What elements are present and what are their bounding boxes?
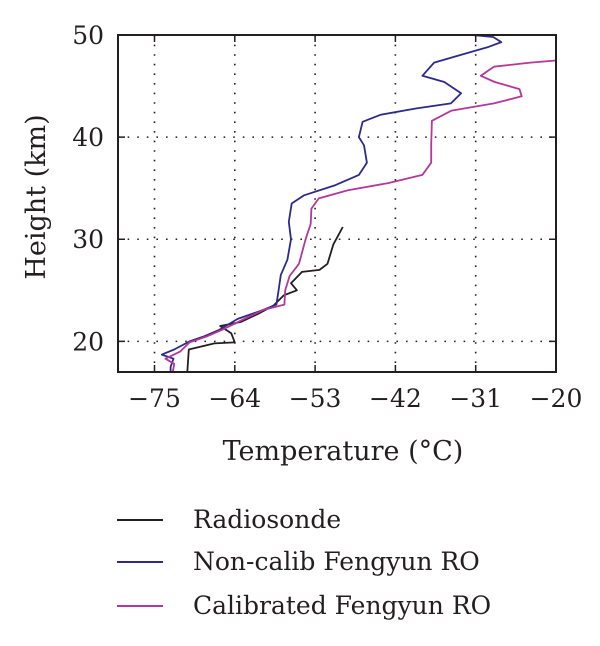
grid [118,35,556,372]
legend: Radiosonde Non-calib Fengyun RO Calibrat… [117,505,491,620]
ticks [118,34,557,372]
x-tick-label: −20 [530,384,583,413]
radiosonde-line [186,226,344,372]
series-layer [160,35,556,372]
x-tick-label: −42 [369,384,422,413]
y-tick-label: 20 [72,327,104,356]
x-tick-label: −75 [128,384,181,413]
y-tick-labels: 20 30 40 50 [72,21,104,356]
x-tick-label: −64 [208,384,261,413]
calibrated-fengyun-ro-line [164,59,556,372]
plot-frame [117,34,557,373]
x-tick-label: −31 [449,384,502,413]
legend-label-radiosonde: Radiosonde [193,505,341,534]
y-tick-label: 30 [72,225,104,254]
y-tick-label: 40 [72,123,104,152]
x-tick-label: −53 [289,384,342,413]
legend-label-calibrated: Calibrated Fengyun RO [193,591,491,620]
y-tick-label: 50 [72,21,104,50]
legend-label-non-calib: Non-calib Fengyun RO [193,547,480,576]
non-calib-fengyun-ro-line [160,35,503,372]
y-axis-title: Height (km) [21,114,52,279]
x-axis-title: Temperature (°C) [223,436,464,467]
x-tick-labels: −75 −64 −53 −42 −31 −20 [128,384,582,413]
